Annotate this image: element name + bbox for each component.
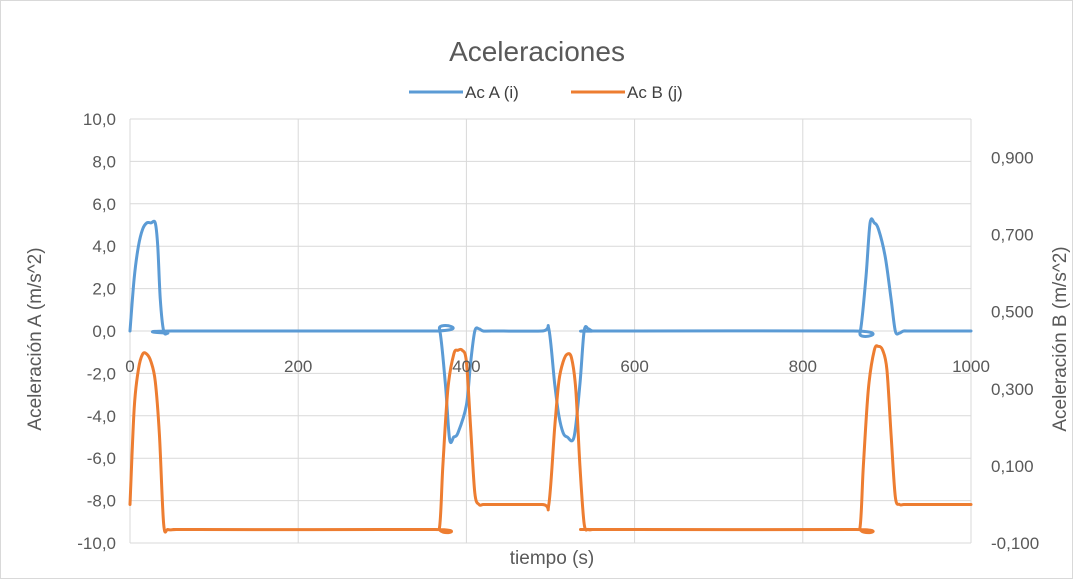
y-tick-label: 4,0 [92, 237, 116, 256]
x-tick-label: 600 [620, 357, 648, 376]
x-tick-label: 200 [284, 357, 312, 376]
y2-tick-label: -0,100 [991, 534, 1039, 553]
y2-tick-label: 0,700 [991, 226, 1034, 245]
legend-label-ac-a: Ac A (i) [465, 83, 519, 102]
legend-label-ac-b: Ac B (j) [627, 83, 683, 102]
y2-tick-label: 0,300 [991, 380, 1034, 399]
chart-title: Aceleraciones [449, 36, 625, 67]
y-axis-title-right: Aceleración B (m/s^2) [1050, 246, 1071, 431]
y-tick-label: -4,0 [87, 407, 116, 426]
series-layer [128, 217, 973, 535]
y-axis-title-left: Aceleración A (m/s^2) [25, 247, 46, 430]
x-tick-label: 1000 [952, 357, 990, 376]
series-line-ac-b [128, 344, 973, 535]
series-line-ac-a [128, 217, 973, 445]
y-tick-label: 6,0 [92, 195, 116, 214]
x-axis-title: tiempo (s) [510, 548, 594, 569]
y-tick-label: 0,0 [92, 322, 116, 341]
y2-tick-label: 0,500 [991, 303, 1034, 322]
y2-tick-label: 0,900 [991, 149, 1034, 168]
legend: Ac A (i) Ac B (j) [409, 83, 683, 102]
y-tick-label: 10,0 [83, 110, 116, 129]
y-tick-label: -2,0 [87, 364, 116, 383]
y-tick-label: 2,0 [92, 280, 116, 299]
y-tick-label: -6,0 [87, 449, 116, 468]
x-tick-label: 800 [789, 357, 817, 376]
x-tick-label: 400 [452, 357, 480, 376]
y-tick-label: 8,0 [92, 152, 116, 171]
x-tick-label: 0 [125, 357, 134, 376]
tick-labels: 10,0 8,0 6,0 4,0 2,0 0,0 -2,0 -4,0 -6,0 -8,0 -10,0… [77, 110, 1039, 553]
y-tick-label: -8,0 [87, 492, 116, 511]
y2-tick-label: 0,100 [991, 457, 1034, 476]
y-tick-label: -10,0 [77, 534, 116, 553]
